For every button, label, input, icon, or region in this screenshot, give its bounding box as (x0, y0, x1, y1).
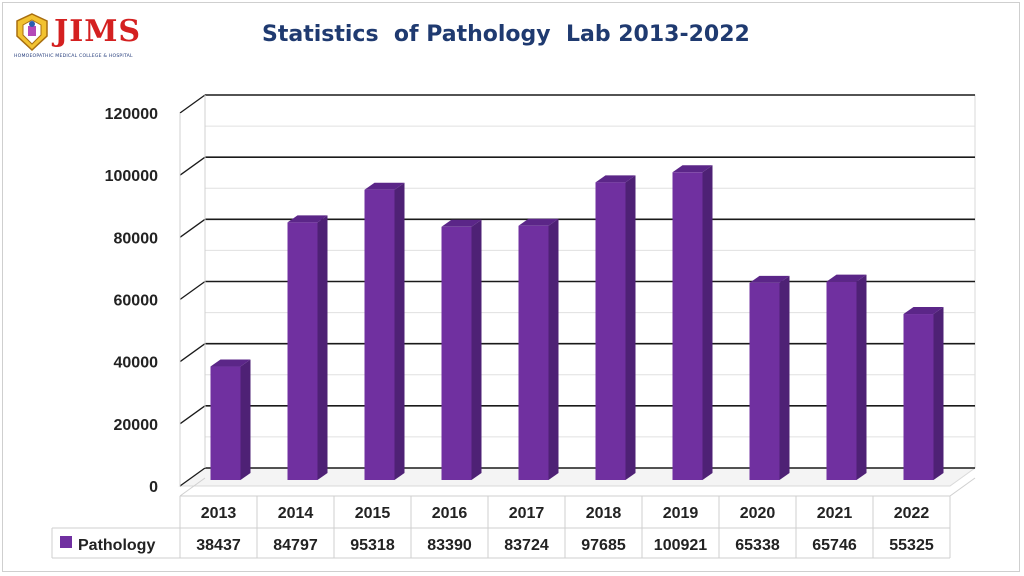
gridline-side (179, 343, 206, 363)
data-label: 83724 (504, 537, 549, 554)
x-tick-label: 2017 (509, 505, 545, 522)
bar-front (672, 172, 703, 480)
data-label: 55325 (889, 537, 934, 554)
y-tick-label: 100000 (105, 168, 158, 185)
legend-label: Pathology (78, 537, 155, 554)
y-tick-label: 40000 (114, 355, 159, 372)
gridline-side (179, 280, 206, 301)
bar (826, 274, 867, 480)
bar-front (518, 225, 549, 480)
bar (672, 165, 713, 480)
data-label: 83390 (427, 537, 472, 554)
gridline-side (179, 94, 206, 114)
bar-top (749, 275, 790, 283)
page-title: Statistics of Pathology Lab 2013-2022 (262, 22, 750, 47)
bar-top (903, 307, 944, 315)
bar-front (749, 282, 780, 480)
x-tick-label: 2019 (663, 505, 699, 522)
bar-side (548, 218, 559, 480)
bar-front (287, 222, 318, 480)
legend-swatch (60, 536, 72, 548)
bar-top (826, 274, 867, 282)
bar-side (394, 182, 405, 480)
bar-front (826, 281, 857, 480)
x-tick-label: 2022 (894, 505, 930, 522)
bar-side (779, 275, 790, 480)
data-label: 65746 (812, 537, 857, 554)
data-label: 95318 (350, 537, 395, 554)
y-tick-label: 120000 (105, 106, 158, 123)
y-tick-label: 20000 (114, 417, 159, 434)
gridline-side (179, 405, 206, 425)
data-table: 2013 38437 2014 84797 2015 95318 2016 83390 2017… (51, 477, 976, 559)
x-tick-label: 2021 (817, 505, 853, 522)
bar (903, 307, 944, 480)
x-tick-label: 2018 (586, 505, 622, 522)
y-tick-label: 0 (149, 479, 158, 496)
bar-side (856, 274, 867, 480)
table-edge (179, 477, 206, 497)
data-label: 84797 (273, 537, 318, 554)
bar-top (210, 359, 251, 367)
bar (441, 219, 482, 480)
bar-top (518, 218, 559, 226)
bar-top (287, 215, 328, 223)
bar-front (903, 314, 934, 480)
bar-side (240, 359, 251, 480)
bar-side (317, 215, 328, 480)
bar-front (595, 182, 626, 480)
bar (518, 218, 559, 480)
y-axis: 0 20000 40000 60000 80000 100000 120000 (105, 106, 158, 496)
bar-side (625, 175, 636, 480)
bars (210, 165, 944, 480)
bar-front (441, 226, 472, 480)
bar (595, 175, 636, 480)
logo-text: JIMS (54, 14, 142, 49)
data-label: 38437 (196, 537, 241, 554)
bar (210, 359, 251, 480)
bar-front (210, 366, 241, 480)
gridline-side (179, 467, 206, 487)
bar (364, 182, 405, 480)
bar-side (471, 219, 482, 480)
table-edge (949, 477, 976, 497)
gridline-side (179, 218, 206, 238)
x-tick-label: 2014 (278, 505, 314, 522)
bar-top (441, 219, 482, 227)
gridline-side (179, 156, 206, 176)
logo: JIMS HOMOEOPATHIC MEDICAL COLLEGE & HOSP… (14, 12, 166, 66)
bar-top (364, 182, 405, 190)
x-tick-label: 2016 (432, 505, 468, 522)
data-label: 97685 (581, 537, 626, 554)
logo-subtitle: HOMOEOPATHIC MEDICAL COLLEGE & HOSPITAL (14, 54, 133, 59)
bar-front (364, 189, 395, 480)
y-tick-label: 80000 (114, 230, 159, 247)
x-tick-label: 2020 (740, 505, 776, 522)
bar-side (933, 307, 944, 480)
bar-top (672, 165, 713, 173)
bar-side (702, 165, 713, 480)
data-label: 100921 (654, 537, 707, 554)
gridlines (179, 94, 975, 487)
x-tick-label: 2013 (201, 505, 237, 522)
bar (287, 215, 328, 480)
data-label: 65338 (735, 537, 780, 554)
bar (749, 275, 790, 480)
bar-top (595, 175, 636, 183)
crest-icon (16, 13, 48, 52)
y-tick-label: 60000 (114, 293, 159, 310)
x-tick-label: 2015 (355, 505, 391, 522)
